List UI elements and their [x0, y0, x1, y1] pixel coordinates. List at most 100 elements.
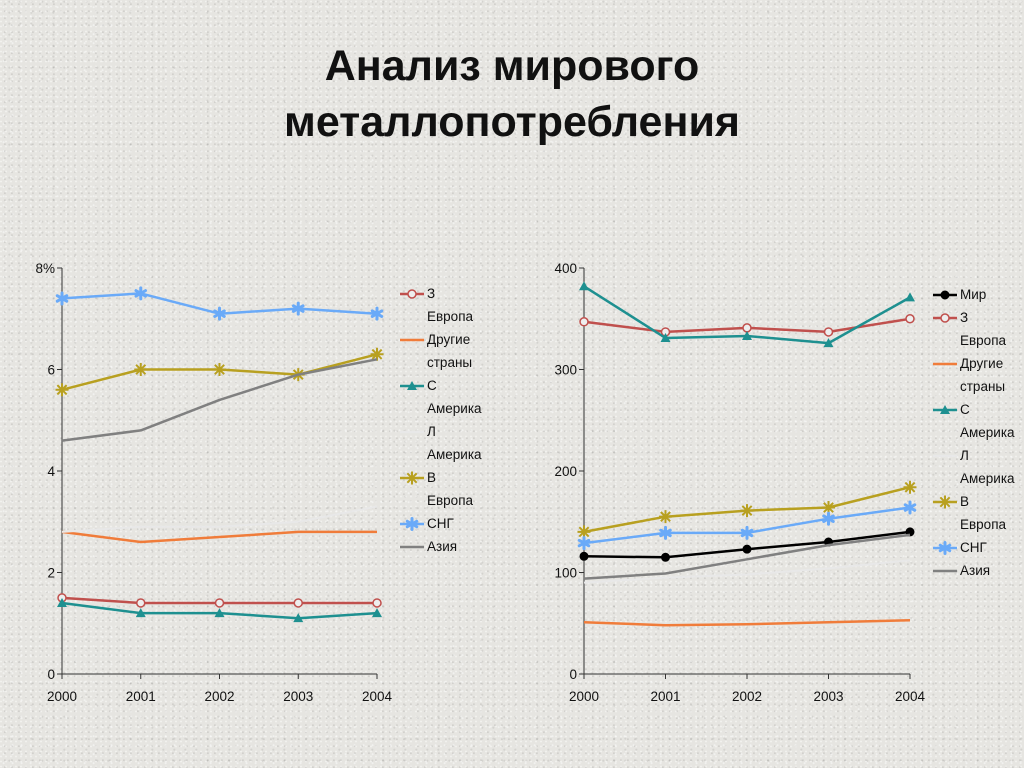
right-legend-marker-world: [940, 290, 950, 300]
left-y-tick-label: 2: [47, 566, 55, 581]
right-legend-marker-zeu: [940, 313, 950, 323]
left-legend-marker-zeu: [407, 289, 417, 299]
right-legend-label: Мир: [960, 287, 986, 302]
right-legend-label: СНГ: [960, 540, 987, 555]
right-series-world: [579, 527, 915, 562]
right-y-tick-label: 300: [554, 363, 577, 378]
right-series-sam: [579, 281, 915, 348]
right-y-tick-label: 400: [554, 261, 577, 276]
right-x-tick-label: 2001: [650, 689, 680, 704]
right-point-sam: [660, 333, 671, 343]
right-point-sng: [659, 525, 672, 540]
left-legend-label: В: [427, 470, 436, 485]
left-point-veu: [55, 383, 69, 397]
left-x-tick-label: 2002: [204, 689, 234, 704]
title-line-2: металлопотребления: [284, 98, 740, 146]
right-legend-label: Европа: [960, 333, 1007, 348]
left-x-tick: 2004: [362, 674, 393, 704]
right-legend-marker-veu: [938, 495, 952, 509]
right-line-oth: [583, 618, 911, 627]
left-legend-item-sng: СНГ: [400, 516, 454, 531]
left-point-zeu: [372, 598, 382, 608]
right-series-lam: [583, 559, 911, 584]
right-legend-marker-sng: [938, 541, 952, 555]
right-legend-item-oth: Другие страны: [933, 356, 1005, 394]
left-legend-marker-sng: [405, 517, 419, 531]
left-point-veu: [370, 347, 384, 361]
right-point-sam: [579, 281, 589, 291]
left-legend-item-zeu: З Европа: [400, 286, 474, 324]
right-point-world: [579, 551, 589, 561]
right-y-tick: 200: [554, 464, 584, 479]
right-axes: 0 100 200 300 400 2000 2001 2002 2003 2004: [554, 261, 925, 704]
left-line-oth: [61, 530, 377, 544]
left-y-tick: 8%: [35, 261, 62, 276]
left-point-sam: [293, 613, 304, 623]
right-point-sng: [822, 511, 835, 526]
right-x-tick: 2002: [732, 674, 762, 704]
left-point-sng: [370, 306, 384, 321]
left-point-sam: [214, 608, 225, 618]
left-x-tick: 2002: [204, 674, 235, 704]
right-legend-label: Л: [960, 448, 969, 463]
right-x-tick: 2001: [650, 674, 681, 704]
right-legend-item-veu: В Европа: [933, 494, 1007, 532]
right-y-tick: 300: [554, 363, 584, 378]
left-y-tick: 6: [47, 363, 62, 378]
right-y-tick: 400: [554, 261, 584, 276]
right-series-oth: [583, 618, 911, 627]
left-legend-item-oth: Другие страны: [400, 332, 472, 370]
right-y-tick: 100: [554, 566, 584, 581]
left-line-lam: [61, 505, 378, 533]
right-point-zeu: [742, 323, 752, 333]
right-series-sng: [577, 500, 917, 551]
left-x-tick: 2000: [47, 674, 77, 704]
left-legend-label: Америка: [427, 401, 482, 416]
left-point-sng: [213, 306, 226, 321]
left-point-sng: [55, 291, 69, 306]
page-title: Анализ мирового металлопотребления: [0, 38, 1024, 150]
left-legend-label: Л: [427, 424, 436, 439]
right-x-tick-label: 2004: [895, 689, 926, 704]
right-legend-label: Америка: [960, 471, 1015, 486]
right-legend-item-lam: Л Америка: [933, 448, 1015, 486]
right-point-sng: [903, 500, 917, 515]
right-series-asia: [583, 533, 911, 580]
right-legend-item-world: Мир: [933, 287, 986, 302]
right-point-sam: [823, 338, 834, 348]
right-legend-label: С: [960, 402, 970, 417]
right-point-zeu: [905, 314, 915, 324]
right-legend-label: Азия: [960, 563, 990, 578]
left-legend: З Европа Другие страны С Америка Л Америка В Евро…: [400, 286, 482, 554]
right-legend-item-zeu: З Европа: [933, 310, 1007, 348]
left-x-tick-label: 2003: [283, 689, 313, 704]
right-x-tick-label: 2003: [813, 689, 843, 704]
left-point-sam: [57, 597, 67, 607]
right-point-sam: [905, 292, 915, 302]
left-point-zeu: [136, 598, 146, 608]
left-line-asia: [61, 358, 378, 442]
left-x-tick: 2003: [283, 674, 313, 704]
left-legend-item-sam: С Америка: [400, 378, 482, 416]
right-point-veu: [822, 501, 835, 515]
right-y-tick-label: 100: [554, 566, 577, 581]
left-legend-item-veu: В Европа: [400, 470, 474, 508]
right-point-world: [661, 552, 670, 562]
right-legend-item-asia: Азия: [933, 563, 990, 578]
left-point-sam: [372, 608, 382, 618]
left-point-sam: [135, 608, 146, 618]
right-y-tick-label: 0: [569, 667, 577, 682]
left-legend-marker-veu: [405, 471, 419, 485]
left-y-tick: 2: [47, 566, 62, 581]
right-legend-item-sam: С Америка: [933, 402, 1015, 440]
left-legend-label: страны: [427, 355, 472, 370]
left-legend-item-asia: Азия: [400, 539, 457, 554]
left-y-tick: 4: [47, 464, 62, 479]
left-legend-label: Азия: [427, 539, 457, 554]
right-point-world: [742, 544, 752, 554]
left-x-tick: 2001: [126, 674, 156, 704]
right-legend-label: страны: [960, 379, 1005, 394]
left-series-sam: [57, 597, 382, 623]
